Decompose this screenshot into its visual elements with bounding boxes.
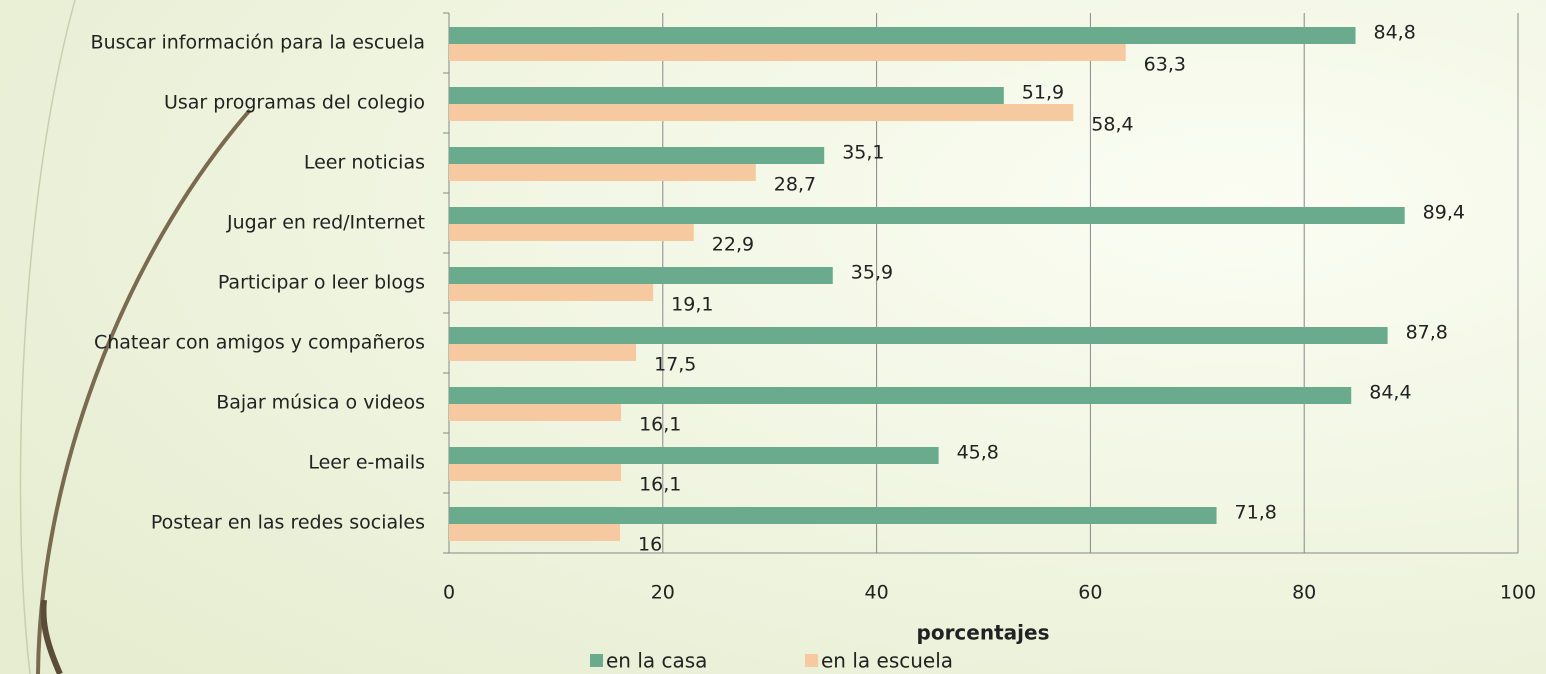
- bar: [449, 207, 1405, 224]
- data-label: 63,3: [1144, 54, 1186, 76]
- data-label: 35,9: [851, 262, 893, 284]
- bar: [449, 147, 825, 164]
- legend-label: en la escuela: [821, 649, 953, 673]
- data-label: 35,1: [842, 142, 884, 164]
- data-label: 28,7: [774, 174, 816, 196]
- bar: [449, 267, 833, 284]
- data-label: 89,4: [1423, 202, 1465, 224]
- bar: [449, 87, 1004, 104]
- data-label: 58,4: [1091, 114, 1133, 136]
- bar: [449, 224, 694, 241]
- legend-label: en la casa: [606, 649, 707, 673]
- bar: [449, 404, 622, 421]
- x-tick-label: 0: [443, 582, 455, 604]
- y-tick-label: Usar programas del colegio: [164, 92, 425, 114]
- data-label: 16,1: [639, 474, 681, 496]
- bar: [449, 104, 1074, 121]
- data-label: 16: [638, 534, 662, 556]
- data-label: 51,9: [1022, 82, 1064, 104]
- y-tick-label: Buscar información para la escuela: [91, 32, 425, 54]
- bar: [449, 507, 1217, 524]
- y-tick-label: Participar o leer blogs: [218, 272, 425, 294]
- y-tick-label: Bajar música o videos: [216, 392, 425, 414]
- x-tick-label: 80: [1292, 582, 1316, 604]
- legend-swatch: [590, 654, 603, 667]
- legend-swatch: [805, 654, 818, 667]
- y-tick-label: Postear en las redes sociales: [151, 512, 425, 534]
- bar: [449, 447, 939, 464]
- data-label: 87,8: [1406, 322, 1448, 344]
- bar: [449, 464, 622, 481]
- bar: [449, 284, 654, 301]
- data-label: 45,8: [957, 442, 999, 464]
- data-label: 16,1: [639, 414, 681, 436]
- bar: [449, 344, 637, 361]
- data-label: 19,1: [671, 294, 713, 316]
- x-tick-label: 60: [1078, 582, 1102, 604]
- bar: [449, 27, 1356, 44]
- bar: [449, 164, 756, 181]
- data-label: 22,9: [712, 234, 754, 256]
- data-label: 84,8: [1374, 22, 1416, 44]
- x-tick-label: 20: [651, 582, 675, 604]
- data-label: 84,4: [1369, 382, 1411, 404]
- bar: [449, 44, 1126, 61]
- bar: [449, 387, 1352, 404]
- decor-curve: [36, 108, 252, 674]
- bar: [449, 327, 1388, 344]
- x-tick-label: 40: [865, 582, 889, 604]
- y-tick-label: Jugar en red/Internet: [226, 212, 425, 234]
- bar: [449, 524, 621, 541]
- decor-curve: [40, 599, 63, 674]
- data-label: 17,5: [654, 354, 696, 376]
- data-label: 71,8: [1235, 502, 1277, 524]
- x-tick-label: 100: [1500, 582, 1536, 604]
- y-tick-label: Chatear con amigos y compañeros: [94, 332, 425, 354]
- y-tick-label: Leer e-mails: [308, 452, 425, 474]
- x-axis-title: porcentajes: [917, 621, 1050, 645]
- y-tick-label: Leer noticias: [304, 152, 425, 174]
- decor-curve: [19, 0, 76, 674]
